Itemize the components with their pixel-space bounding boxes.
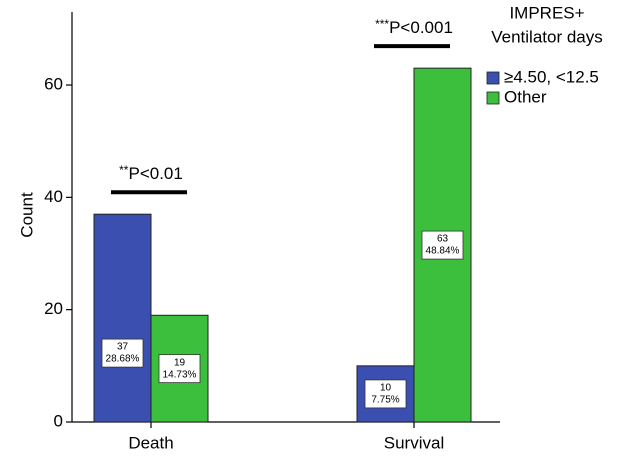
legend-swatch (486, 71, 500, 85)
legend-title: IMPRES+ (509, 3, 584, 22)
data-label: 10 (380, 383, 392, 394)
x-tick-label: Death (128, 433, 173, 452)
legend-label: ≥4.50, <12.5 (504, 67, 599, 86)
annotation-text: P<0.01 (128, 165, 182, 184)
data-label: 19 (174, 357, 186, 368)
y-tick-label: 20 (44, 299, 63, 318)
y-tick-label: 40 (44, 187, 63, 206)
annotation: ***P<0.001 (375, 17, 453, 37)
annotation-stars: *** (375, 17, 389, 31)
annotation-text: P<0.001 (389, 19, 453, 38)
data-label: 28.68% (106, 354, 140, 365)
x-tick-label: Survival (384, 433, 444, 452)
data-label-box (101, 338, 144, 368)
data-label-box (421, 230, 464, 260)
bar (93, 213, 152, 423)
annotation-stars: ** (119, 163, 129, 177)
data-label-box (364, 379, 407, 409)
legend-title: Ventilator days (491, 27, 603, 46)
data-label: 14.73% (163, 369, 197, 380)
y-tick-label: 0 (54, 411, 63, 430)
y-axis-label: Count (17, 192, 36, 238)
data-label: 7.75% (371, 395, 399, 406)
data-label: 48.84% (426, 246, 460, 257)
legend-label: Other (504, 87, 547, 106)
annotation: **P<0.01 (119, 163, 183, 183)
data-label: 37 (117, 342, 129, 353)
data-label: 63 (437, 234, 449, 245)
data-label-box (158, 354, 201, 384)
y-tick-label: 60 (44, 74, 63, 93)
legend-swatch (486, 91, 500, 105)
